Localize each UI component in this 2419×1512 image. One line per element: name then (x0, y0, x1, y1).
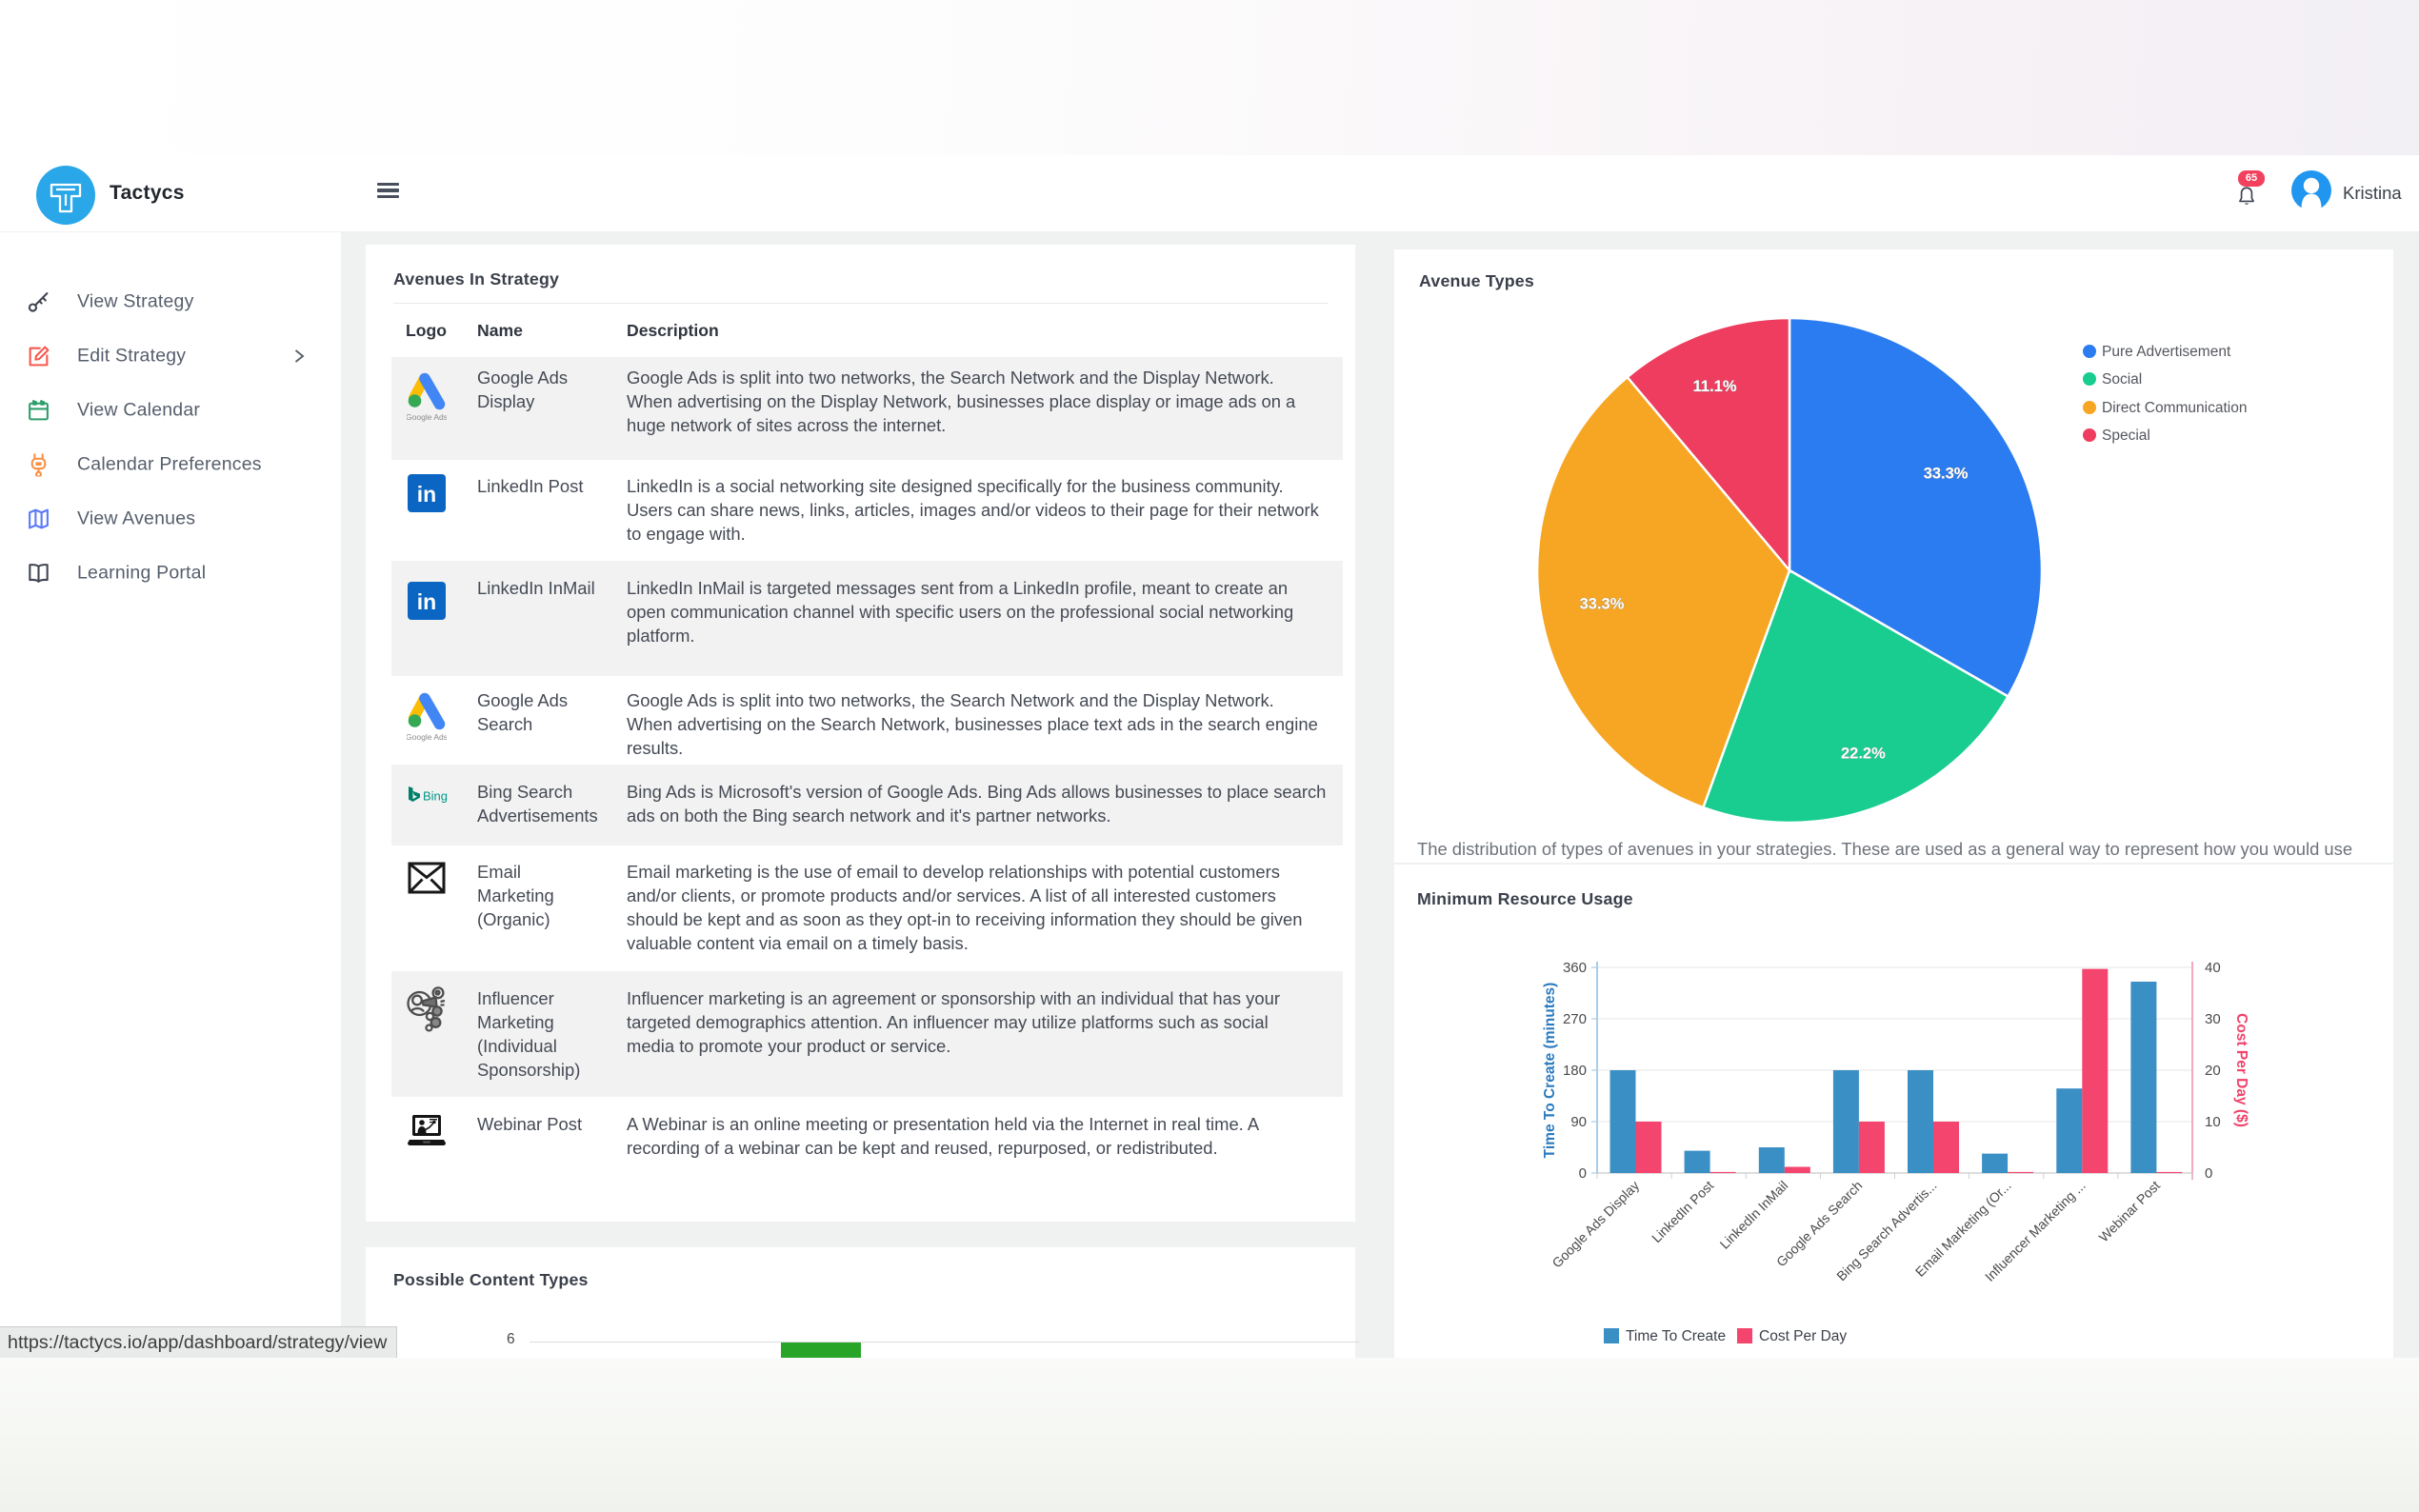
svg-text:in: in (416, 589, 435, 614)
svg-text:Google Ads: Google Ads (407, 412, 447, 422)
svg-text:Bing: Bing (423, 789, 448, 804)
svg-text:Cost Per Day ($): Cost Per Day ($) (2233, 1013, 2249, 1127)
svg-text:40: 40 (2205, 960, 2221, 976)
svg-text:in: in (416, 482, 435, 507)
svg-text:22.2%: 22.2% (1841, 746, 1886, 763)
svg-text:33.3%: 33.3% (1924, 466, 1969, 483)
svg-text:0: 0 (1579, 1165, 1587, 1182)
svg-text:Webinar Post: Webinar Post (2096, 1178, 2164, 1245)
svg-text:360: 360 (1563, 960, 1587, 976)
svg-text:270: 270 (1563, 1011, 1587, 1027)
svg-text:Google Ads Display: Google Ads Display (1549, 1178, 1642, 1271)
svg-text:11.1%: 11.1% (1693, 378, 1737, 395)
svg-text:180: 180 (1563, 1063, 1587, 1079)
svg-text:Time To Create (minutes): Time To Create (minutes) (1542, 983, 1558, 1159)
svg-text:0: 0 (2205, 1165, 2212, 1182)
svg-text:20: 20 (2205, 1063, 2221, 1079)
svg-text:LinkedIn Post: LinkedIn Post (1649, 1178, 1716, 1245)
svg-text:10: 10 (2205, 1114, 2221, 1130)
svg-text:Google Ads: Google Ads (407, 732, 447, 742)
svg-text:30: 30 (2205, 1011, 2221, 1027)
svg-text:LinkedIn InMail: LinkedIn InMail (1717, 1178, 1791, 1252)
svg-text:33.3%: 33.3% (1580, 596, 1625, 613)
svg-text:90: 90 (1570, 1114, 1587, 1130)
